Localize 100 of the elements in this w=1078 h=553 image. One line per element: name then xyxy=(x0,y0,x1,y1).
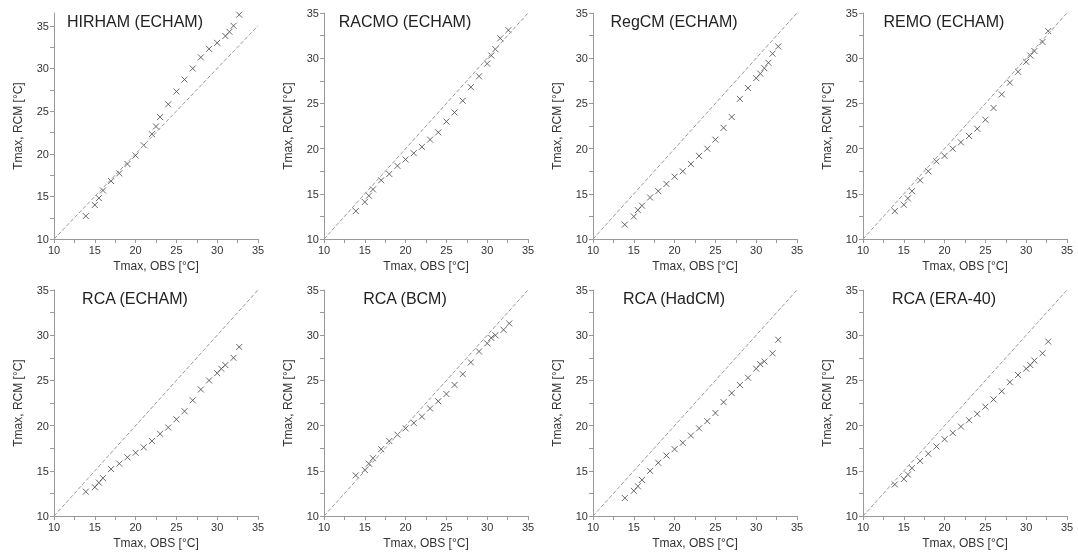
x-tick-label: 25 xyxy=(978,520,992,533)
point xyxy=(197,385,205,393)
y-tick-label: 20 xyxy=(575,419,588,432)
y-tick-label: 35 xyxy=(575,283,588,296)
point xyxy=(769,349,777,357)
point xyxy=(989,104,997,112)
y-axis-title: Tmax, RCM [°C] xyxy=(11,82,25,170)
point xyxy=(695,152,703,160)
point xyxy=(764,59,772,67)
point xyxy=(1044,337,1052,345)
point xyxy=(434,397,442,405)
point xyxy=(646,194,654,201)
y-tick-label: 35 xyxy=(36,19,49,32)
y-tick-label: 10 xyxy=(36,233,49,246)
point xyxy=(197,53,205,61)
point xyxy=(221,361,229,369)
y-tick-label: 35 xyxy=(306,283,319,296)
x-tick-label: 35 xyxy=(790,520,804,533)
y-axis-title: Tmax, RCM [°C] xyxy=(550,82,564,170)
y-tick-label: 25 xyxy=(575,97,588,110)
point xyxy=(351,471,359,479)
point xyxy=(458,97,466,105)
point xyxy=(409,149,417,157)
y-tick-label: 25 xyxy=(845,97,858,110)
x-tick-label: 10 xyxy=(317,243,330,256)
point xyxy=(1038,349,1046,357)
point xyxy=(973,125,981,133)
point xyxy=(965,132,973,140)
x-tick-label: 35 xyxy=(251,520,265,533)
point xyxy=(695,424,703,432)
y-tick-label: 15 xyxy=(575,464,588,477)
point xyxy=(948,145,956,153)
y-tick-label: 25 xyxy=(306,373,319,386)
y-tick-label: 35 xyxy=(575,7,588,19)
point xyxy=(989,395,997,403)
x-tick-label: 30 xyxy=(1019,520,1032,533)
y-tick-label: 15 xyxy=(845,187,858,200)
x-axis-title: Tmax, OBS [°C] xyxy=(921,535,1008,550)
y-tick-label: 20 xyxy=(36,419,49,432)
point xyxy=(634,482,642,490)
x-tick-label: 10 xyxy=(856,520,869,533)
point xyxy=(225,28,233,36)
point xyxy=(621,494,629,502)
point xyxy=(903,470,911,478)
point xyxy=(671,445,679,453)
x-tick-label: 30 xyxy=(750,243,763,256)
y-tick-label: 35 xyxy=(845,283,858,296)
point xyxy=(744,373,752,381)
point xyxy=(720,124,728,132)
point xyxy=(890,480,898,488)
point xyxy=(189,64,197,72)
x-tick-label: 10 xyxy=(317,520,330,533)
point xyxy=(1026,52,1034,60)
point xyxy=(140,443,148,451)
x-tick-label: 25 xyxy=(170,520,183,533)
chart-title: RCA (ECHAM) xyxy=(82,289,188,306)
point xyxy=(687,160,695,168)
chart-title: RCA (BCM) xyxy=(362,289,447,306)
point xyxy=(720,398,728,406)
point xyxy=(903,194,911,202)
x-tick-label: 20 xyxy=(398,243,412,256)
point xyxy=(1005,79,1013,87)
point xyxy=(189,396,197,404)
y-tick-label: 15 xyxy=(306,187,319,200)
y-tick-label: 25 xyxy=(306,97,319,110)
point xyxy=(1022,364,1030,372)
point xyxy=(107,177,115,185)
point xyxy=(505,319,513,327)
point xyxy=(638,475,646,483)
x-axis-title: Tmax, OBS [°C] xyxy=(113,259,199,273)
point xyxy=(899,201,907,209)
chart-title: RCA (HadCM) xyxy=(622,289,726,306)
point xyxy=(752,364,760,372)
point xyxy=(426,136,434,144)
point xyxy=(466,83,474,91)
y-axis-title: Tmax, RCM [°C] xyxy=(819,358,834,447)
y-tick-label: 15 xyxy=(306,464,319,477)
x-axis-title: Tmax, OBS [°C] xyxy=(113,535,199,550)
point xyxy=(760,357,768,365)
point xyxy=(95,478,103,486)
y-tick-label: 20 xyxy=(845,419,858,432)
point xyxy=(916,456,924,464)
y-tick-label: 30 xyxy=(845,52,858,65)
y-tick-label: 30 xyxy=(575,328,588,341)
y-tick-label: 15 xyxy=(36,464,49,477)
y-tick-label: 20 xyxy=(845,142,858,155)
x-tick-label: 35 xyxy=(790,243,804,256)
x-tick-label: 10 xyxy=(47,520,61,533)
point xyxy=(965,416,973,424)
point xyxy=(434,128,442,136)
y-tick-label: 10 xyxy=(845,233,858,246)
point xyxy=(711,136,719,144)
point xyxy=(360,198,368,206)
point xyxy=(123,160,131,168)
point xyxy=(997,387,1005,395)
y-tick-label: 30 xyxy=(306,328,319,341)
point xyxy=(752,74,760,82)
point xyxy=(450,108,458,116)
point xyxy=(924,167,932,175)
x-tick-label: 30 xyxy=(1019,243,1032,256)
